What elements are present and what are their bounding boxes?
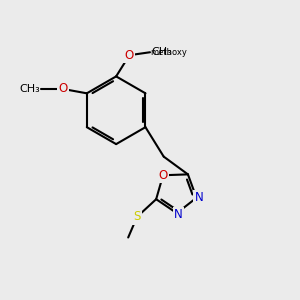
Text: S: S	[133, 210, 141, 224]
Text: CH₃: CH₃	[152, 47, 172, 57]
Text: methoxy: methoxy	[150, 48, 187, 57]
Text: CH₃: CH₃	[19, 84, 40, 94]
Text: O: O	[58, 82, 67, 95]
Text: N: N	[174, 208, 183, 221]
Text: O: O	[158, 169, 168, 182]
Text: N: N	[194, 191, 203, 204]
Text: O: O	[125, 49, 134, 62]
